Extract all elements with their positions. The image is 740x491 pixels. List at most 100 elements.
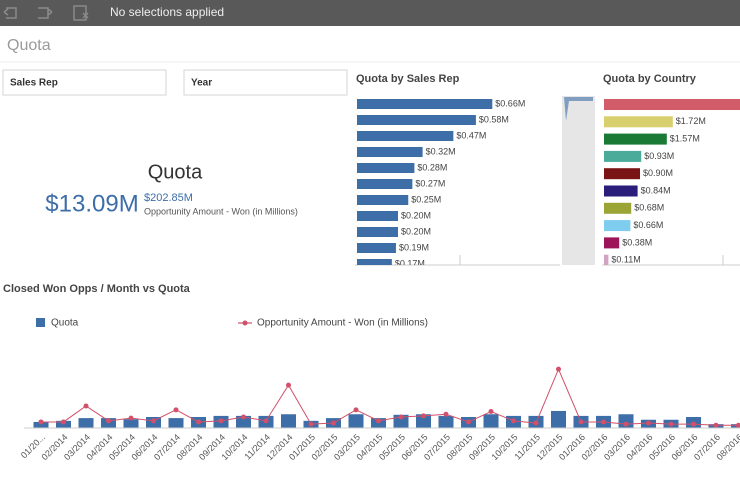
filter-box[interactable]: [2, 69, 167, 96]
point: [556, 366, 561, 372]
point: [218, 418, 224, 424]
forward-icon[interactable]: [38, 7, 53, 19]
chart-title: Closed Won Opps / Month vs Quota: [3, 283, 191, 295]
bar: [604, 150, 642, 162]
legend-label: Quota: [51, 318, 79, 329]
bar: [348, 414, 364, 428]
scroll-panel[interactable]: [562, 96, 595, 265]
point: [38, 419, 44, 425]
value-label: $0.68M: [634, 203, 664, 213]
toolbar: [0, 0, 740, 26]
legend-marker: [242, 320, 248, 326]
bar: [604, 185, 638, 197]
toolbar-icons: [3, 5, 89, 21]
point: [263, 418, 269, 424]
value-label: $0.38M: [622, 237, 652, 247]
bar: [236, 415, 251, 428]
value-label: $0.58M: [479, 114, 509, 124]
point: [578, 419, 584, 425]
point: [533, 420, 539, 426]
bar: [604, 237, 620, 249]
bar: [604, 220, 631, 232]
sheet-title: Quota: [7, 37, 51, 54]
bar: [731, 424, 740, 428]
value-label: $0.25M: [411, 194, 441, 204]
point: [646, 420, 651, 426]
bar: [357, 195, 409, 205]
point: [376, 418, 381, 424]
value-label: $0.11M: [611, 255, 640, 265]
filter-box[interactable]: [183, 69, 348, 96]
bar: [357, 179, 413, 189]
point: [151, 418, 156, 424]
point: [623, 421, 629, 427]
point: [331, 420, 336, 426]
point: [128, 415, 134, 421]
bar: [604, 168, 640, 180]
point: [691, 421, 696, 427]
bar: [78, 418, 94, 428]
bar: [551, 410, 566, 428]
kpi-value: $13.09M: [45, 190, 138, 217]
back-icon[interactable]: [3, 7, 17, 19]
point: [601, 419, 606, 425]
value-label: $0.90M: [643, 168, 673, 178]
value-label: $0.20M: [401, 226, 431, 236]
point: [398, 414, 404, 420]
value-label: $0.47M: [456, 130, 486, 140]
bar: [123, 419, 139, 428]
point: [353, 407, 359, 413]
value-label: $0.20M: [401, 210, 431, 220]
point: [61, 419, 66, 425]
bar: [281, 414, 296, 428]
value-label: $1.72M: [676, 116, 706, 126]
kpi-secondary-label: Opportunity Amount - Won (in Millions): [144, 206, 298, 216]
point: [173, 407, 179, 413]
kpi-title: Quota: [148, 161, 203, 183]
bar: [438, 415, 454, 428]
value-label: $0.27M: [415, 178, 445, 188]
kpi-secondary-value: $202.85M: [144, 192, 193, 204]
value-label: $1.57M: [670, 133, 700, 143]
chart-title: Quota by Country: [603, 73, 697, 85]
bar: [604, 202, 632, 214]
bar: [357, 147, 423, 157]
plot: Quota Opportunity Amount - Won (in Millio…: [19, 318, 740, 462]
value-label: $0.84M: [641, 185, 671, 195]
point: [106, 418, 111, 424]
point: [308, 421, 314, 427]
point: [736, 422, 740, 428]
point: [83, 403, 89, 409]
bar: [357, 99, 493, 109]
legend-label: Opportunity Amount - Won (in Millions): [257, 318, 428, 329]
bar: [618, 414, 634, 428]
point: [421, 413, 426, 419]
clear-icon[interactable]: [73, 5, 89, 21]
legend-swatch: [36, 318, 45, 327]
bar: [357, 243, 396, 253]
point: [443, 411, 449, 417]
point: [286, 382, 291, 388]
value-label: $0.32M: [426, 146, 456, 156]
bar: [604, 254, 609, 265]
point: [713, 422, 719, 428]
bar: [357, 115, 476, 125]
chart-title: Quota by Sales Rep: [356, 73, 460, 85]
point: [241, 414, 246, 420]
filter-label[interactable]: Sales Rep: [10, 78, 58, 89]
bar: [416, 414, 431, 428]
value-label: $0.28M: [417, 162, 447, 172]
point: [511, 418, 516, 424]
point: [488, 409, 494, 414]
bar: [604, 99, 740, 110]
point: [668, 421, 674, 427]
line: [41, 367, 739, 426]
bar: [33, 421, 49, 428]
value-label: $0.66M: [633, 220, 663, 230]
plot: $1.72M $1.57M $0.93M $0.90M $0.84M $0.68M $0.6…: [604, 99, 740, 265]
scroll-thumb[interactable]: [564, 97, 593, 121]
filter-label[interactable]: Year: [191, 78, 212, 89]
point: [196, 419, 201, 425]
bar: [357, 227, 398, 237]
